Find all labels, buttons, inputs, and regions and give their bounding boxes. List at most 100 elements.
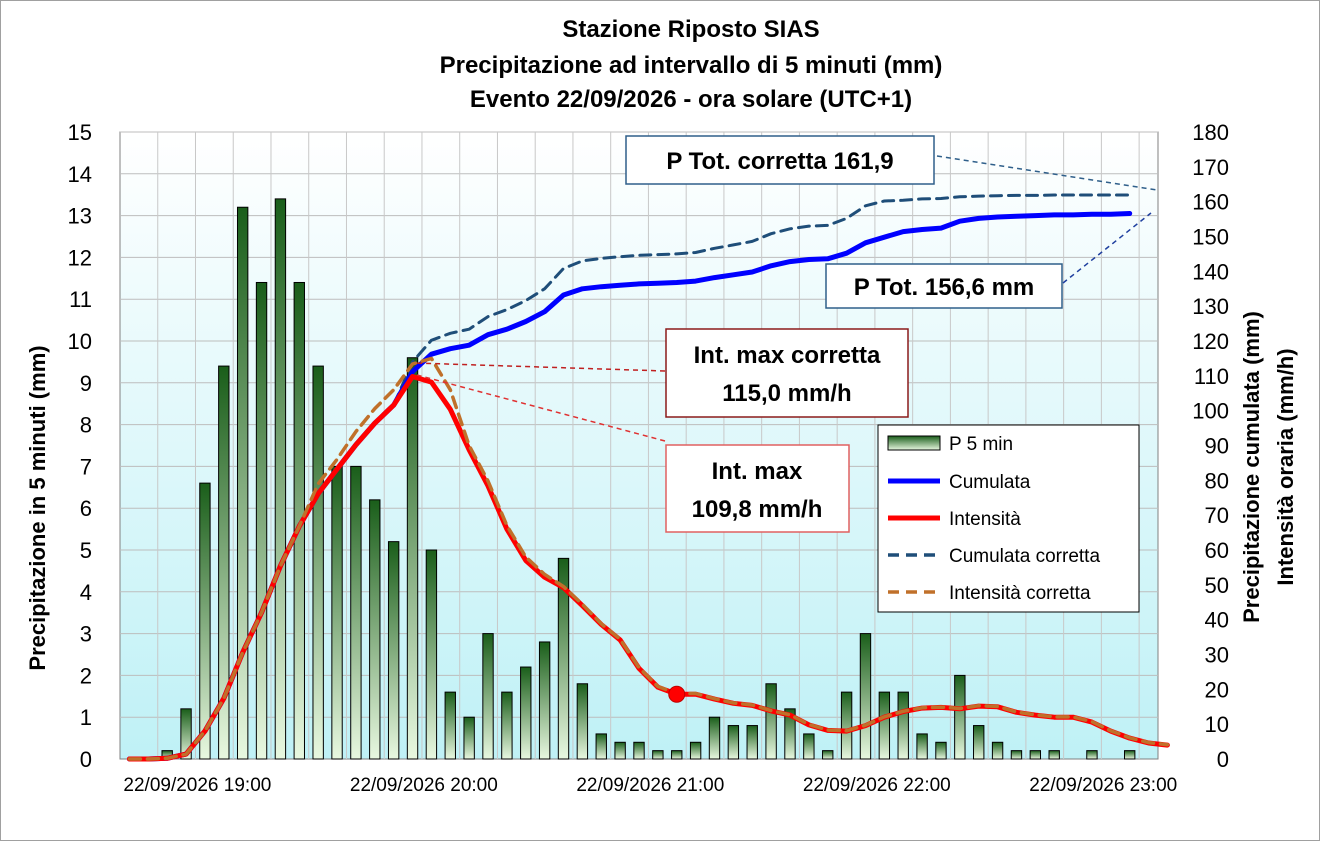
y-right-tick-label: 180	[1192, 120, 1229, 145]
bar-p5min	[387, 541, 400, 760]
annotation-tot: P Tot. 156,6 mm	[854, 274, 1035, 301]
bar-p5min	[803, 733, 815, 760]
y-left-tick-label: 1	[80, 705, 92, 730]
leader-intmax	[416, 374, 666, 442]
bar-p5min	[425, 549, 438, 760]
annotation-tot-corretta: P Tot. corretta 161,9	[666, 148, 893, 175]
annotations: P Tot. corretta 161,9 P Tot. 156,6 mm In…	[414, 135, 1158, 533]
bar-p5min	[312, 365, 324, 760]
y-left-tick-label: 3	[80, 622, 92, 647]
bar-p5min	[1010, 750, 1023, 760]
y-right-tick-label: 150	[1192, 225, 1229, 250]
axes: 0123456789101112131415010203040506070809…	[68, 120, 1229, 796]
y-axis-right-label-1: Precipitazione cumulata (mm)	[1239, 311, 1264, 623]
y-right-tick-label: 60	[1205, 538, 1229, 563]
bar-p5min	[236, 206, 249, 760]
bars-p5min	[161, 198, 1136, 760]
y-left-tick-label: 2	[80, 663, 92, 688]
y-right-tick-label: 40	[1205, 608, 1229, 633]
bar-p5min	[557, 557, 570, 760]
bar-p5min	[614, 741, 626, 760]
legend-label-cumulata: Cumulata	[949, 472, 1031, 493]
bar-p5min	[350, 465, 362, 760]
bar-p5min	[199, 482, 211, 760]
y-right-tick-label: 170	[1192, 155, 1229, 180]
chart-title-line-1: Stazione Riposto SIAS	[562, 16, 819, 43]
legend-swatch-p5min	[887, 435, 941, 451]
line-intensit-corretta	[127, 356, 1170, 761]
bar-p5min	[671, 750, 683, 760]
bar-p5min	[538, 641, 551, 760]
y-left-tick-label: 8	[80, 413, 92, 438]
bar-p5min	[633, 741, 645, 760]
bar-p5min	[369, 499, 381, 760]
bar-p5min	[520, 666, 532, 760]
bar-p5min	[746, 725, 758, 760]
annotation-intmax-line-1: Int. max	[712, 458, 803, 485]
x-tick-label: 22/09/2026 20:00	[350, 775, 498, 796]
y-right-tick-label: 30	[1205, 643, 1229, 668]
bar-p5min	[1124, 750, 1136, 760]
legend-label-p5min: P 5 min	[949, 434, 1013, 455]
bar-p5min	[1029, 750, 1042, 760]
y-left-tick-label: 4	[80, 580, 92, 605]
bar-p5min	[274, 198, 287, 760]
x-tick-label: 22/09/2026 22:00	[803, 775, 951, 796]
annotation-intmax-line-2: 109,8 mm/h	[692, 496, 823, 523]
bar-p5min	[727, 725, 740, 760]
y-right-tick-label: 110	[1194, 364, 1229, 389]
y-left-tick-label: 9	[80, 371, 92, 396]
y-right-tick-label: 100	[1192, 399, 1229, 424]
annotation-box-tot	[825, 263, 1063, 309]
y-right-tick-label: 0	[1217, 747, 1229, 772]
y-axis-left-label: Precipitazione in 5 minuti (mm)	[25, 345, 50, 670]
bar-p5min	[595, 733, 607, 760]
bar-p5min	[689, 741, 702, 760]
y-left-tick-label: 0	[80, 747, 92, 772]
bar-p5min	[482, 633, 494, 760]
y-axis-right-label-2: Intensità oraria (mm/h)	[1273, 348, 1298, 585]
y-right-tick-label: 10	[1205, 712, 1229, 737]
bar-p5min	[765, 683, 777, 760]
y-right-tick-label: 130	[1192, 294, 1229, 319]
legend: P 5 min Cumulata Intensità Cumulata corr…	[877, 424, 1140, 613]
x-tick-label: 22/09/2026 21:00	[576, 775, 724, 796]
annotation-box-intmax	[665, 444, 850, 533]
x-tick-label: 22/09/2026 19:00	[123, 775, 271, 796]
y-left-tick-label: 6	[80, 496, 92, 521]
bar-p5min	[991, 741, 1004, 760]
bar-p5min	[859, 633, 872, 760]
y-right-tick-label: 140	[1192, 259, 1229, 284]
y-right-tick-label: 20	[1205, 677, 1229, 702]
leader-intmax-corretta	[414, 362, 666, 372]
chart-title-line-3: Evento 22/09/2026 - ora solare (UTC+1)	[470, 86, 912, 113]
leader-tot-corretta	[936, 155, 1158, 191]
y-left-tick-label: 11	[69, 287, 92, 312]
bar-p5min	[878, 691, 891, 760]
bar-p5min	[406, 357, 419, 760]
y-left-tick-label: 12	[68, 245, 92, 270]
annotation-box-tot-corretta	[625, 135, 935, 185]
series-lines	[126, 193, 1170, 762]
chart-title-line-2: Precipitazione ad intervallo di 5 minuti…	[440, 52, 943, 79]
bar-p5min	[935, 741, 947, 760]
bar-p5min	[463, 716, 475, 760]
bar-p5min	[1086, 750, 1098, 760]
bar-p5min	[954, 674, 966, 760]
annotation-intmax-corretta-line-1: Int. max corretta	[694, 342, 881, 369]
y-left-tick-label: 7	[80, 454, 92, 479]
y-left-tick-label: 14	[68, 162, 92, 187]
leader-tot	[1062, 212, 1152, 284]
y-right-tick-label: 120	[1192, 329, 1229, 354]
legend-label-intensita: Intensità	[949, 509, 1021, 530]
intensita-marker	[668, 685, 686, 703]
bar-p5min	[973, 725, 985, 760]
bar-p5min	[180, 708, 192, 760]
y-left-tick-label: 10	[68, 329, 92, 354]
bar-p5min	[255, 281, 268, 760]
y-left-tick-label: 15	[68, 120, 92, 145]
bar-p5min	[822, 750, 834, 760]
y-right-tick-label: 80	[1205, 468, 1229, 493]
